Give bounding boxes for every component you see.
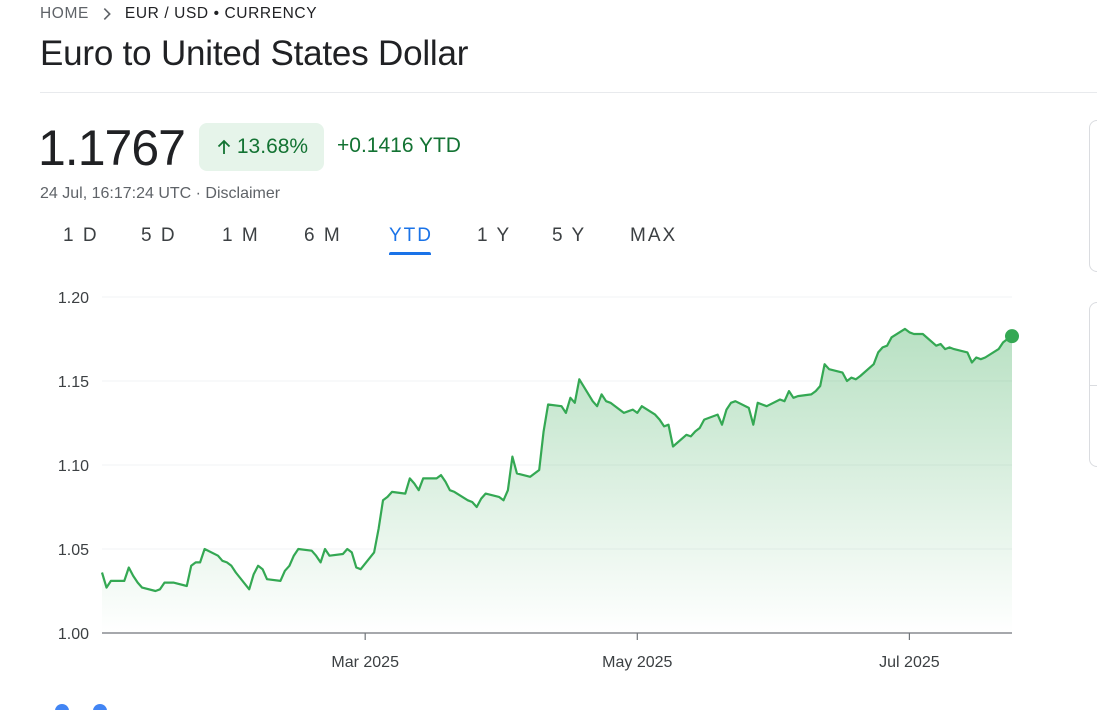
tab-label: 1 Y	[477, 225, 512, 246]
tab-ytd[interactable]: YTD	[389, 225, 433, 255]
disclaimer-link[interactable]: Disclaimer	[205, 185, 281, 202]
page-title: Euro to United States Dollar	[40, 34, 469, 73]
current-price: 1.1767	[38, 120, 186, 176]
breadcrumb-current: EUR / USD • CURRENCY	[124, 5, 318, 22]
tab-label: 6 M	[304, 225, 342, 246]
tab-max[interactable]: MAX	[630, 225, 677, 247]
tab-label: 5 D	[141, 225, 177, 246]
change-percent-badge: 13.68%	[199, 123, 324, 171]
legend-dot	[93, 704, 107, 710]
chevron-right-icon	[103, 8, 111, 20]
legend-row	[55, 704, 107, 710]
tab-label: YTD	[389, 225, 433, 246]
x-tick-label: Jul 2025	[879, 654, 940, 671]
tab-1y[interactable]: 1 Y	[477, 225, 511, 247]
tab-label: 5 Y	[552, 225, 587, 246]
y-tick-label: 1.20	[58, 290, 89, 307]
breadcrumb-home-link[interactable]: HOME	[40, 5, 89, 22]
header-divider	[40, 92, 1097, 93]
price-area	[102, 328, 1012, 633]
tab-1m[interactable]: 1 M	[222, 225, 260, 247]
side-panel-card[interactable]	[1089, 302, 1097, 467]
timestamp-separator: ·	[191, 185, 206, 202]
y-tick-label: 1.05	[58, 542, 89, 559]
x-tick-label: Mar 2025	[331, 654, 399, 671]
tab-label: 1 D	[63, 225, 99, 246]
tab-5y[interactable]: 5 Y	[552, 225, 586, 247]
active-tab-indicator	[389, 252, 431, 255]
quote-timestamp: 24 Jul, 16:17:24 UTC	[40, 185, 192, 202]
quote-timestamp-row: 24 Jul, 16:17:24 UTC · Disclaimer	[40, 185, 280, 203]
x-tick-label: May 2025	[602, 654, 672, 671]
tab-5d[interactable]: 5 D	[141, 225, 177, 247]
change-percent-value: 13.68%	[236, 135, 309, 158]
tab-label: 1 M	[222, 225, 260, 246]
arrow-up-icon	[217, 139, 231, 154]
side-panel-card[interactable]	[1089, 120, 1097, 272]
price-chart[interactable]: 1.20 1.15 1.10 1.05 1.00 Mar 2025 May 2025 Jul …	[0, 280, 1040, 680]
last-price-marker	[1005, 329, 1019, 344]
tab-6m[interactable]: 6 M	[304, 225, 342, 247]
legend-dot	[55, 704, 69, 710]
tab-label: MAX	[630, 225, 678, 246]
y-tick-label: 1.10	[58, 458, 89, 475]
card-divider	[1090, 385, 1097, 386]
breadcrumb: HOME EUR / USD • CURRENCY	[40, 5, 317, 23]
change-absolute: +0.1416 YTD	[337, 134, 461, 157]
price-line	[100, 327, 1013, 593]
tab-1d[interactable]: 1 D	[63, 225, 99, 247]
y-tick-label: 1.15	[58, 374, 89, 391]
y-tick-label: 1.00	[58, 626, 89, 643]
